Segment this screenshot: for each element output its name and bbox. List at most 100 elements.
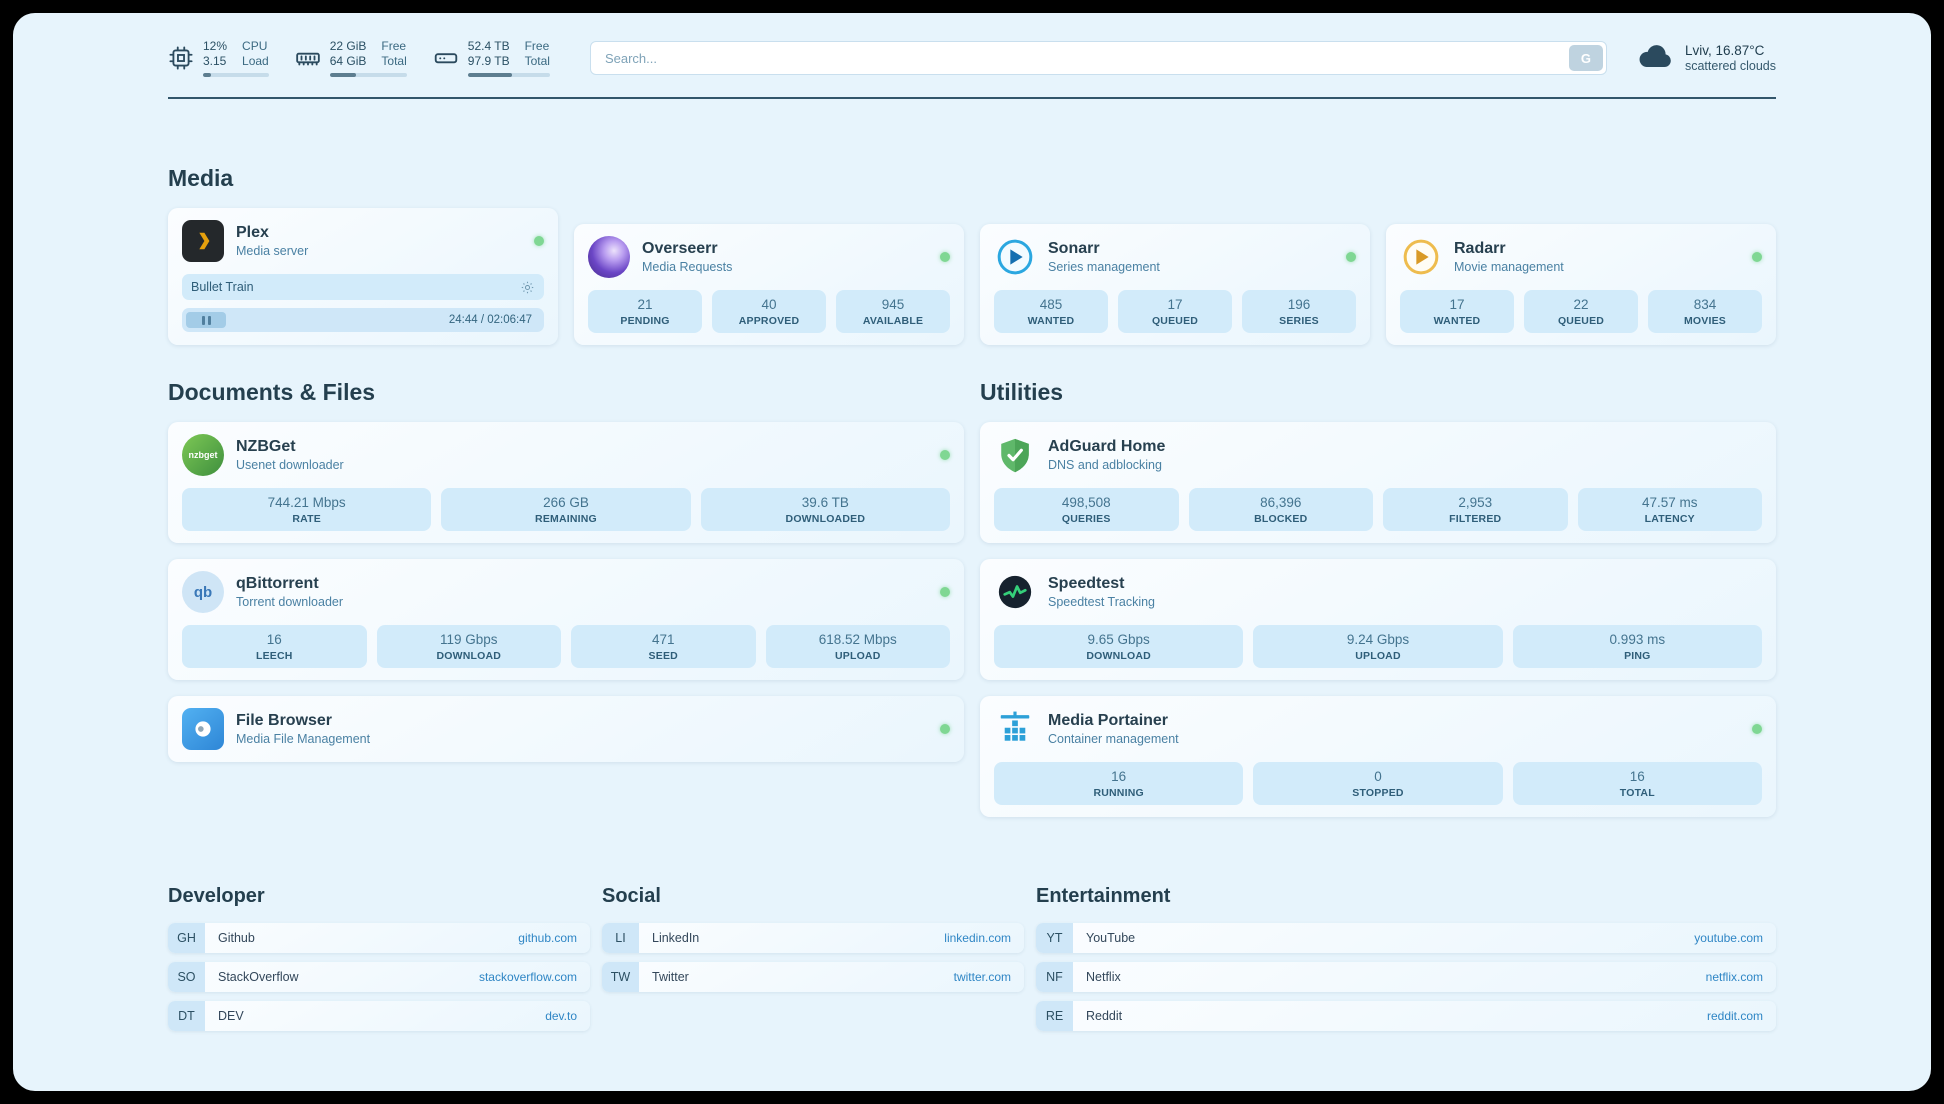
bookmark-group-title: Entertainment — [1036, 885, 1171, 907]
stat-remaining: 266 GB REMAINING — [441, 488, 691, 531]
search-bar: G — [589, 41, 1607, 75]
app-name: File Browser — [236, 712, 333, 729]
stat-label: APPROVED — [738, 315, 800, 327]
status-dot — [940, 724, 950, 734]
app-card-speedtest[interactable]: Speedtest Speedtest Tracking 9.65 Gbps D… — [980, 559, 1776, 680]
app-subtitle: Usenet downloader — [236, 458, 344, 472]
stat-filtered: 2,953 FILTERED — [1383, 488, 1568, 531]
app-card-nzbget[interactable]: nzbget NZBGet Usenet downloader 744.21 M… — [168, 422, 964, 543]
stat-queued: 17 QUEUED — [1118, 290, 1232, 333]
cpu-label: CPU — [242, 39, 268, 53]
stat-download: 9.65 Gbps DOWNLOAD — [994, 625, 1244, 668]
bookmark-stackoverflow[interactable]: SO StackOverflow stackoverflow.com — [168, 962, 590, 992]
qbittorrent-icon: qb — [182, 571, 224, 613]
bookmark-name: StackOverflow — [218, 970, 299, 984]
search-input[interactable] — [589, 41, 1607, 75]
bookmark-twitter[interactable]: TW Twitter twitter.com — [602, 962, 1024, 992]
pause-icon[interactable] — [186, 312, 226, 328]
bookmark-domain[interactable]: github.com — [518, 931, 577, 945]
bookmark-reddit[interactable]: RE Reddit reddit.com — [1036, 1001, 1776, 1031]
stat-label: MOVIES — [1683, 315, 1727, 327]
gear-icon[interactable] — [520, 280, 535, 295]
cpu-load-label: Load — [242, 54, 269, 68]
bookmarks-area: Developer GH Github github.com SO StackO… — [168, 885, 1776, 1070]
bookmark-domain[interactable]: netflix.com — [1705, 970, 1763, 984]
app-card-sonarr[interactable]: Sonarr Series management 485 WANTED 17 Q… — [980, 224, 1370, 345]
bookmark-domain[interactable]: linkedin.com — [944, 931, 1011, 945]
app-card-overseerr[interactable]: Overseerr Media Requests 21 PENDING 40 A… — [574, 224, 964, 345]
bookmark-youtube[interactable]: YT YouTube youtube.com — [1036, 923, 1776, 953]
disk-progress-fill — [467, 73, 513, 77]
stat-label: WANTED — [1027, 315, 1075, 327]
app-name: Plex — [236, 224, 269, 241]
filebrowser-icon — [182, 708, 224, 750]
section-title-utilities: Utilities — [980, 379, 1064, 405]
plex-icon — [182, 220, 224, 262]
stat-label: DOWNLOAD — [1086, 650, 1151, 662]
stat-rate: 744.21 Mbps RATE — [182, 488, 432, 531]
status-dot — [534, 236, 544, 246]
app-card-portainer[interactable]: Media Portainer Container management 16 … — [980, 696, 1776, 817]
app-subtitle: DNS and adblocking — [1048, 458, 1162, 472]
bookmark-group-title: Developer — [168, 885, 265, 907]
app-card-radarr[interactable]: Radarr Movie management 17 WANTED 22 QUE… — [1386, 224, 1776, 345]
cpu-progress-fill — [203, 73, 211, 77]
bookmark-netflix[interactable]: NF Netflix netflix.com — [1036, 962, 1776, 992]
stat-value: 17 — [1449, 297, 1465, 312]
now-playing-bar: Bullet Train — [182, 274, 544, 300]
app-name: Radarr — [1454, 240, 1506, 257]
bookmark-domain[interactable]: reddit.com — [1706, 1009, 1763, 1023]
stat-label: AVAILABLE — [862, 315, 924, 327]
bookmark-name: DEV — [218, 1009, 244, 1023]
topbar-divider — [168, 97, 1776, 99]
disk-free-value: 52.4 TB — [467, 39, 510, 53]
stat-value: 744.21 Mbps — [267, 495, 346, 510]
stat-upload: 618.52 Mbps UPLOAD — [765, 625, 950, 668]
bookmark-name: Twitter — [652, 970, 689, 984]
bookmark-dev[interactable]: DT DEV dev.to — [168, 1001, 590, 1031]
app-name: AdGuard Home — [1048, 438, 1166, 455]
stat-value: 196 — [1287, 297, 1311, 312]
bookmark-linkedin[interactable]: LI LinkedIn linkedin.com — [602, 923, 1024, 953]
bookmark-github[interactable]: GH Github github.com — [168, 923, 590, 953]
stat-ping: 0.993 ms PING — [1512, 625, 1762, 668]
bookmark-domain[interactable]: stackoverflow.com — [478, 970, 577, 984]
bookmark-abbr: TW — [602, 962, 639, 992]
app-card-qbittorrent[interactable]: qb qBittorrent Torrent downloader 16 LEE… — [168, 559, 964, 680]
app-subtitle: Movie management — [1454, 260, 1564, 274]
app-name: Media Portainer — [1048, 712, 1169, 729]
stat-label: DOWNLOAD — [436, 650, 502, 662]
stat-pending: 21 PENDING — [588, 290, 702, 333]
cpu-icon — [168, 45, 194, 71]
bookmark-domain[interactable]: twitter.com — [953, 970, 1011, 984]
bookmark-name: LinkedIn — [652, 931, 700, 945]
search-engine-button[interactable]: G — [1568, 45, 1603, 71]
stat-value: 16 — [1111, 769, 1127, 784]
disk-icon — [433, 45, 459, 71]
ram-free-label: Free — [381, 39, 407, 53]
app-name: Speedtest — [1048, 575, 1125, 592]
stat-value: 834 — [1693, 297, 1717, 312]
bookmark-domain[interactable]: dev.to — [545, 1009, 577, 1023]
stat-blocked: 86,396 BLOCKED — [1188, 488, 1373, 531]
stat-label: QUERIES — [1061, 513, 1111, 525]
stat-latency: 47.57 ms LATENCY — [1577, 488, 1762, 531]
ram-icon — [295, 45, 321, 71]
bookmark-domain[interactable]: youtube.com — [1694, 931, 1763, 945]
stat-label: BLOCKED — [1254, 513, 1308, 525]
stat-upload: 9.24 Gbps UPLOAD — [1253, 625, 1503, 668]
stat-downloaded: 39.6 TB DOWNLOADED — [700, 488, 950, 531]
app-card-plex[interactable]: Plex Media server Bullet Train — [168, 208, 558, 345]
app-card-filebrowser[interactable]: File Browser Media File Management — [168, 696, 964, 762]
stat-label: SEED — [648, 650, 678, 662]
bookmark-abbr: NF — [1036, 962, 1073, 992]
stat-label: RUNNING — [1093, 787, 1144, 799]
overseerr-icon — [588, 236, 630, 278]
bookmark-name: Github — [218, 931, 255, 945]
app-card-adguard[interactable]: AdGuard Home DNS and adblocking 498,508 … — [980, 422, 1776, 543]
bookmark-name: Netflix — [1086, 970, 1121, 984]
weather-condition: scattered clouds — [1684, 59, 1776, 73]
bookmark-group-developer: Developer GH Github github.com SO StackO… — [168, 885, 590, 1040]
bookmark-name: Reddit — [1086, 1009, 1123, 1023]
stat-label: RATE — [292, 513, 321, 525]
